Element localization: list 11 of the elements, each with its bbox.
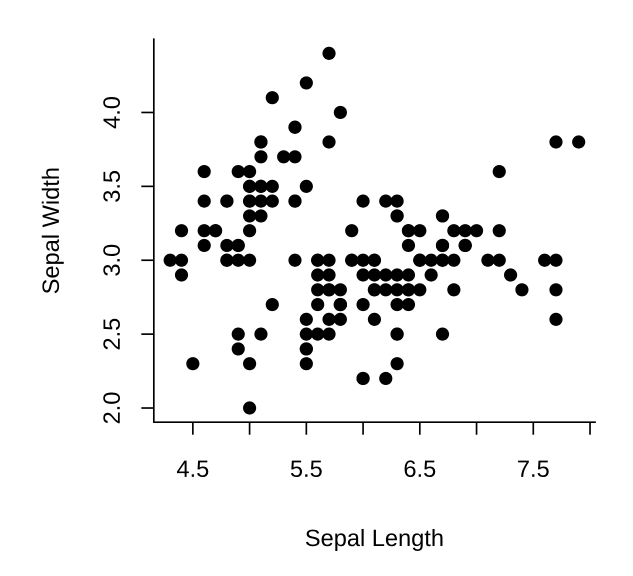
x-tick-label: 4.5 [176, 460, 208, 478]
x-tick-label: 7.5 [518, 460, 549, 478]
y-tick-label: 2.5 [103, 318, 120, 350]
x-tick-label: 5.5 [290, 460, 322, 478]
y-tick-label: 2.0 [103, 392, 120, 424]
x-axis-title: Sepal Length [306, 528, 442, 551]
y-tick-label: 3.5 [103, 170, 120, 202]
x-tick-label: 6.5 [404, 460, 436, 478]
y-axis-title: Sepal Width [42, 168, 64, 294]
y-tick-label: 3.0 [103, 244, 120, 276]
y-tick-label: 4.0 [103, 96, 120, 128]
